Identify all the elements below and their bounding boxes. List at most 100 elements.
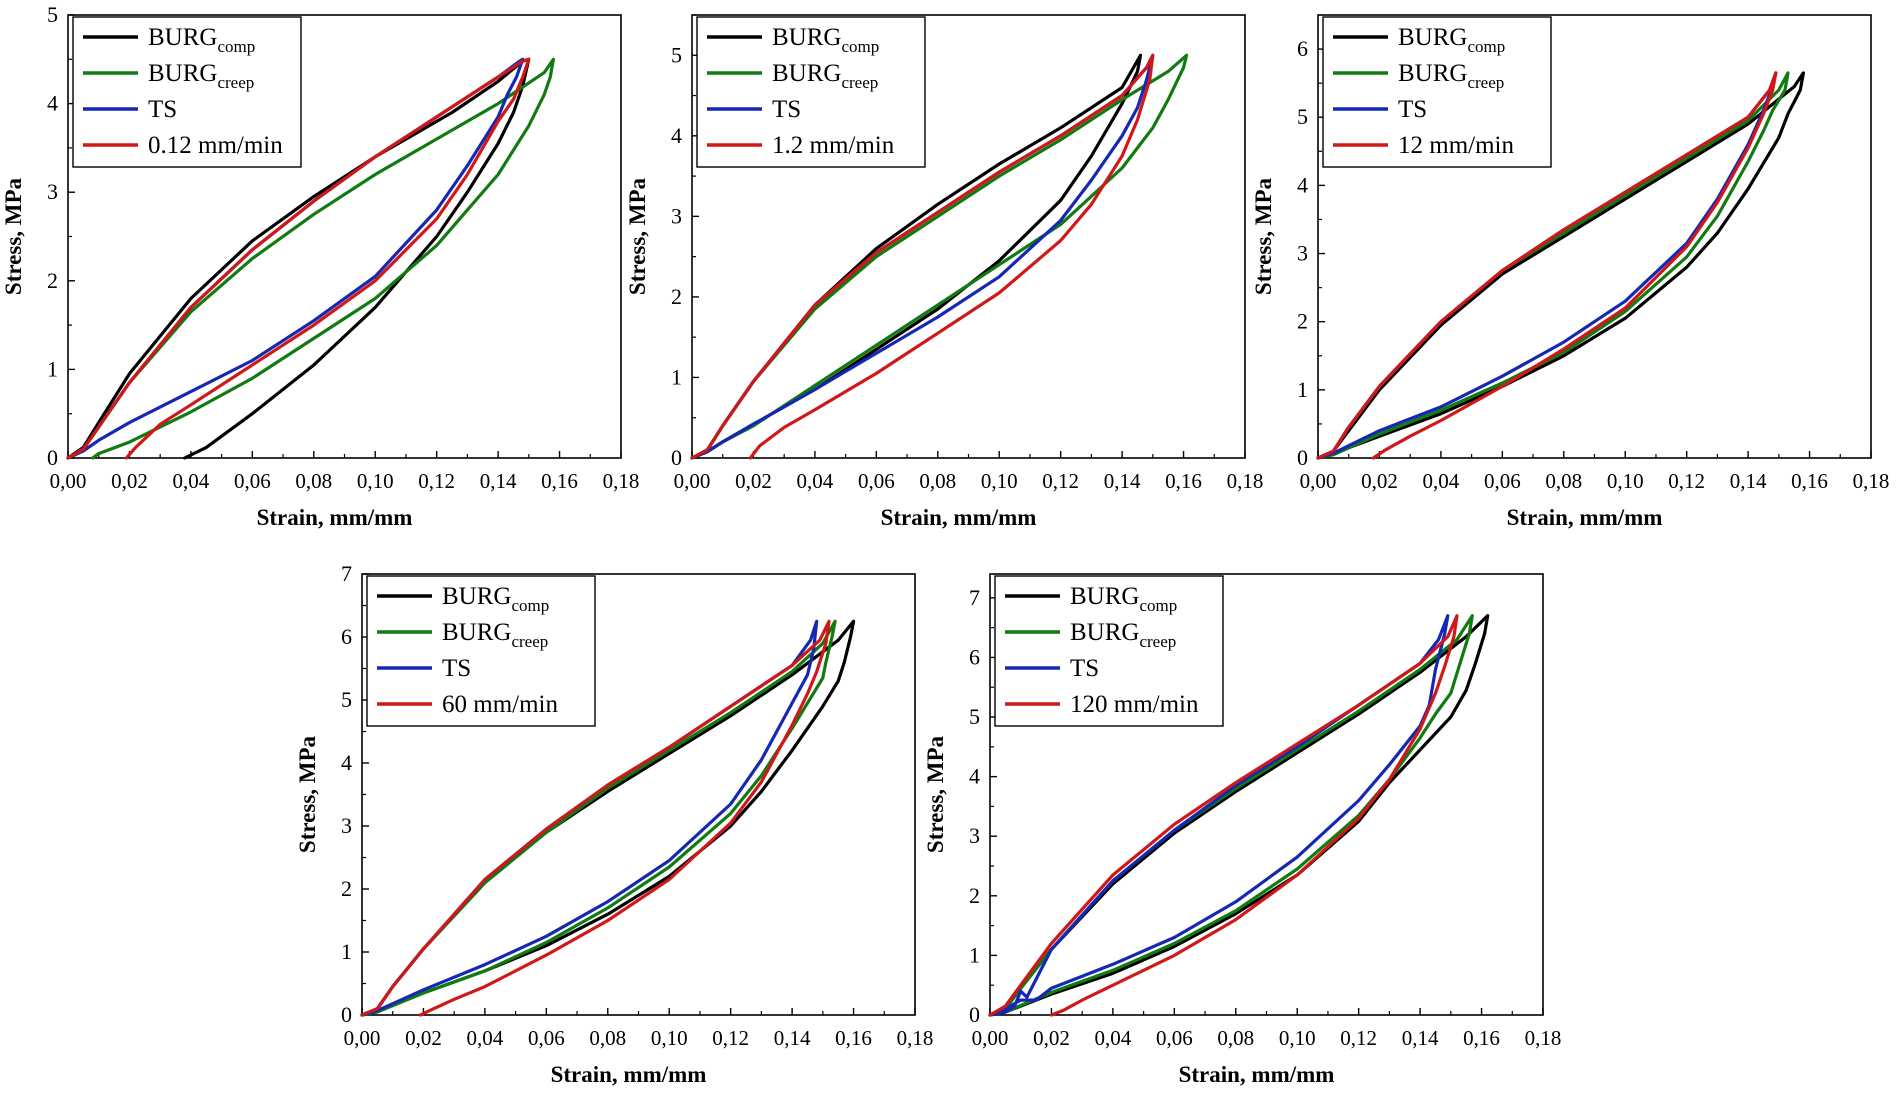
x-tick-label: 0,06 bbox=[234, 469, 271, 493]
x-tick-label: 0,08 bbox=[295, 469, 332, 493]
chart-panel: 0,00 0,02 0,04 0,06 0,08 0,10 0,12 0,14 0,16 0,18… bbox=[1251, 14, 1889, 530]
x-tick-label: 0,18 bbox=[897, 1026, 934, 1050]
x-tick-label: 0,10 bbox=[981, 469, 1018, 493]
x-tick-label: 0,02 bbox=[735, 469, 772, 493]
legend-label: BURGcomp bbox=[442, 583, 549, 615]
x-tick-label: 0,16 bbox=[1791, 469, 1828, 493]
x-tick-label: 0,16 bbox=[835, 1026, 872, 1050]
y-axis-label: Stress, MPa bbox=[923, 735, 948, 853]
y-tick-label: 0 bbox=[969, 1002, 980, 1027]
series-line bbox=[66, 57, 531, 460]
legend-box bbox=[72, 16, 302, 168]
x-tick-label: 0,10 bbox=[651, 1026, 688, 1050]
legend-label: 1.2 mm/min bbox=[772, 132, 895, 159]
legend-label-text: 12 mm/min bbox=[1398, 132, 1514, 159]
legend-label: BURGcreep bbox=[772, 60, 878, 92]
legend-label: TS bbox=[148, 96, 177, 123]
legend-label: BURGcreep bbox=[1398, 60, 1504, 92]
legend-label-subscript: comp bbox=[1139, 596, 1177, 615]
y-tick-label: 5 bbox=[341, 687, 352, 712]
legend-label: BURGcomp bbox=[1070, 583, 1177, 615]
legend-label-subscript: comp bbox=[841, 37, 879, 56]
x-tick-label: 0,10 bbox=[357, 469, 394, 493]
x-tick-label: 0,14 bbox=[1402, 1026, 1439, 1050]
x-tick-label: 0,00 bbox=[344, 1026, 381, 1050]
chart-panel: 0,00 0,02 0,04 0,06 0,08 0,10 0,12 0,14 0,16 0,18… bbox=[295, 561, 933, 1087]
legend-box bbox=[696, 16, 926, 168]
x-tick-label: 0,12 bbox=[1340, 1026, 1377, 1050]
x-tick-label: 0,04 bbox=[467, 1026, 504, 1050]
y-tick-label: 6 bbox=[1297, 36, 1308, 61]
y-tick-label: 4 bbox=[671, 123, 682, 148]
series-line bbox=[66, 57, 556, 460]
x-tick-label: 0,06 bbox=[528, 1026, 565, 1050]
series-line bbox=[690, 53, 1155, 460]
x-tick-label: 0,04 bbox=[1423, 469, 1460, 493]
x-axis-label: Strain, mm/mm bbox=[1179, 1062, 1335, 1087]
legend-box bbox=[1322, 16, 1552, 168]
legend-label-text: BURG bbox=[442, 583, 511, 610]
y-tick-label: 4 bbox=[969, 764, 980, 789]
y-tick-label: 6 bbox=[969, 644, 980, 669]
series-line bbox=[1316, 71, 1778, 460]
x-tick-label: 0,18 bbox=[1525, 1026, 1562, 1050]
x-tick-label: 0,02 bbox=[405, 1026, 442, 1050]
x-tick-label: 0,18 bbox=[603, 469, 640, 493]
x-tick-label: 0,06 bbox=[1156, 1026, 1193, 1050]
legend-label-text: BURG bbox=[1070, 619, 1139, 646]
legend-label: BURGcreep bbox=[442, 619, 548, 651]
x-tick-label: 0,16 bbox=[1463, 1026, 1500, 1050]
x-tick-label: 0,12 bbox=[1668, 469, 1705, 493]
x-tick-label: 0,10 bbox=[1607, 469, 1644, 493]
y-tick-label: 3 bbox=[969, 823, 980, 848]
y-tick-label: 5 bbox=[47, 2, 58, 27]
y-tick-label: 0 bbox=[1297, 445, 1308, 470]
x-tick-label: 0,06 bbox=[858, 469, 895, 493]
y-tick-label: 0 bbox=[47, 445, 58, 470]
legend-label: 12 mm/min bbox=[1398, 132, 1514, 159]
chart-panel: 0,00 0,02 0,04 0,06 0,08 0,10 0,12 0,14 0,16 0,18… bbox=[923, 573, 1562, 1087]
series-line bbox=[360, 619, 831, 1017]
legend-label: BURGcomp bbox=[148, 24, 255, 56]
legend-label: TS bbox=[1070, 655, 1099, 682]
legend-label-text: 1.2 mm/min bbox=[772, 132, 895, 159]
chart-panel: 0,00 0,02 0,04 0,06 0,08 0,10 0,12 0,14 0,16 0,18… bbox=[625, 14, 1263, 530]
x-tick-label: 0,06 bbox=[1484, 469, 1521, 493]
series-line bbox=[988, 614, 1490, 1017]
series-line bbox=[690, 53, 1189, 460]
x-axis-label: Strain, mm/mm bbox=[257, 505, 413, 530]
x-tick-label: 0,00 bbox=[972, 1026, 1009, 1050]
legend-label-text: TS bbox=[442, 655, 471, 682]
legend-label-subscript: creep bbox=[1467, 73, 1504, 92]
x-tick-label: 0,16 bbox=[1165, 469, 1202, 493]
legend-label: BURGcreep bbox=[1070, 619, 1176, 651]
x-axis-label: Strain, mm/mm bbox=[1507, 505, 1663, 530]
legend-label-text: 0.12 mm/min bbox=[148, 132, 283, 159]
y-tick-label: 2 bbox=[969, 883, 980, 908]
legend-label-subscript: creep bbox=[217, 73, 254, 92]
chart-panel: 0,00 0,02 0,04 0,06 0,08 0,10 0,12 0,14 0,16 0,18… bbox=[1, 2, 639, 530]
legend-label-subscript: creep bbox=[1139, 632, 1176, 651]
legend-label-text: TS bbox=[772, 96, 801, 123]
x-tick-label: 0,08 bbox=[1545, 469, 1582, 493]
y-tick-label: 2 bbox=[1297, 309, 1308, 334]
x-tick-label: 0,10 bbox=[1279, 1026, 1316, 1050]
legend-label: TS bbox=[772, 96, 801, 123]
x-tick-label: 0,08 bbox=[919, 469, 956, 493]
legend-label-text: BURG bbox=[1398, 60, 1467, 87]
y-tick-label: 3 bbox=[341, 813, 352, 838]
y-tick-label: 5 bbox=[1297, 104, 1308, 129]
y-tick-label: 5 bbox=[969, 704, 980, 729]
legend-label-text: BURG bbox=[772, 24, 841, 51]
y-tick-label: 7 bbox=[969, 585, 980, 610]
x-tick-label: 0,02 bbox=[1033, 1026, 1070, 1050]
legend-label: TS bbox=[442, 655, 471, 682]
legend-label-subscript: creep bbox=[511, 632, 548, 651]
y-axis-label: Stress, MPa bbox=[1251, 177, 1276, 295]
x-tick-label: 0,12 bbox=[418, 469, 455, 493]
y-tick-label: 4 bbox=[47, 91, 58, 116]
y-tick-label: 3 bbox=[1297, 241, 1308, 266]
legend-label: 60 mm/min bbox=[442, 691, 558, 718]
y-tick-label: 3 bbox=[671, 203, 682, 228]
